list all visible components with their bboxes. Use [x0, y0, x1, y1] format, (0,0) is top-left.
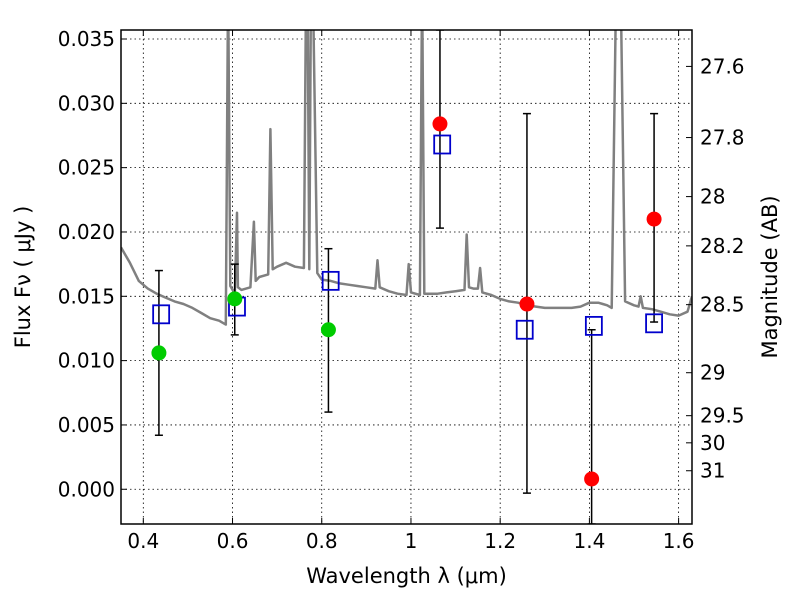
y-tick-label: 0.030 [58, 91, 115, 115]
plot-content [121, 30, 692, 524]
x-axis-label: Wavelength λ (μm) [306, 564, 507, 588]
y-tick-label: 0.020 [58, 220, 115, 244]
square-marker [152, 304, 171, 325]
circle-marker [227, 291, 243, 307]
right-tick-label: 28 [700, 185, 725, 209]
right-tick-label: 29 [700, 361, 725, 385]
x-tick-label: 1 [405, 529, 418, 553]
y-tick-label: 0.000 [58, 477, 115, 501]
right-tick-label: 28.2 [700, 234, 745, 258]
right-tick-label: 27.6 [700, 54, 745, 78]
plot-area [121, 30, 692, 524]
x-tick-label: 0.6 [217, 529, 249, 553]
circle-marker [432, 116, 448, 132]
y-tick-label: 0.015 [58, 284, 115, 308]
right-tick-label: 28.5 [700, 293, 745, 317]
x-tick-label: 0.4 [127, 529, 159, 553]
circle-marker [584, 471, 600, 487]
right-axis-label: Magnitude (AB) [758, 195, 782, 358]
y-tick-label: 0.035 [58, 27, 115, 51]
right-tick-label: 30 [700, 431, 725, 455]
square-marker [645, 313, 663, 334]
circle-marker [151, 345, 167, 361]
right-tick-label: 27.8 [700, 126, 745, 150]
x-tick-label: 0.8 [306, 529, 338, 553]
circle-marker [320, 322, 336, 338]
right-tick-label: 31 [700, 459, 725, 483]
x-tick-label: 1.4 [573, 529, 605, 553]
square-marker [515, 319, 534, 340]
square-marker [433, 134, 452, 155]
x-tick-label: 1.2 [484, 529, 516, 553]
circle-marker [519, 296, 535, 312]
x-tick-label: 1.6 [663, 529, 695, 553]
axis-ticks: 0.4 0.6 0.8 1 1.2 1.4 1.6 0.000 0.005 0.010 0.015 0… [58, 27, 745, 553]
spectrum-line [121, 30, 692, 326]
plot-frame [120, 29, 693, 525]
right-tick-label: 29.5 [700, 404, 745, 428]
y-axis-label: Flux Fν ( μJy ) [11, 206, 35, 349]
y-tick-label: 0.010 [58, 349, 115, 373]
grid-lines [121, 30, 692, 524]
y-tick-label: 0.005 [58, 413, 115, 437]
circle-marker [646, 211, 662, 227]
square-marker [584, 315, 603, 336]
y-tick-label: 0.025 [58, 156, 115, 180]
square-marker [321, 270, 340, 291]
